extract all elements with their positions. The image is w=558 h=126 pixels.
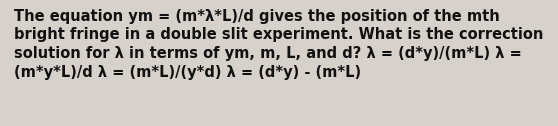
Text: The equation ym = (m*λ*L)/d gives the position of the mth
bright fringe in a dou: The equation ym = (m*λ*L)/d gives the po… xyxy=(14,9,543,80)
